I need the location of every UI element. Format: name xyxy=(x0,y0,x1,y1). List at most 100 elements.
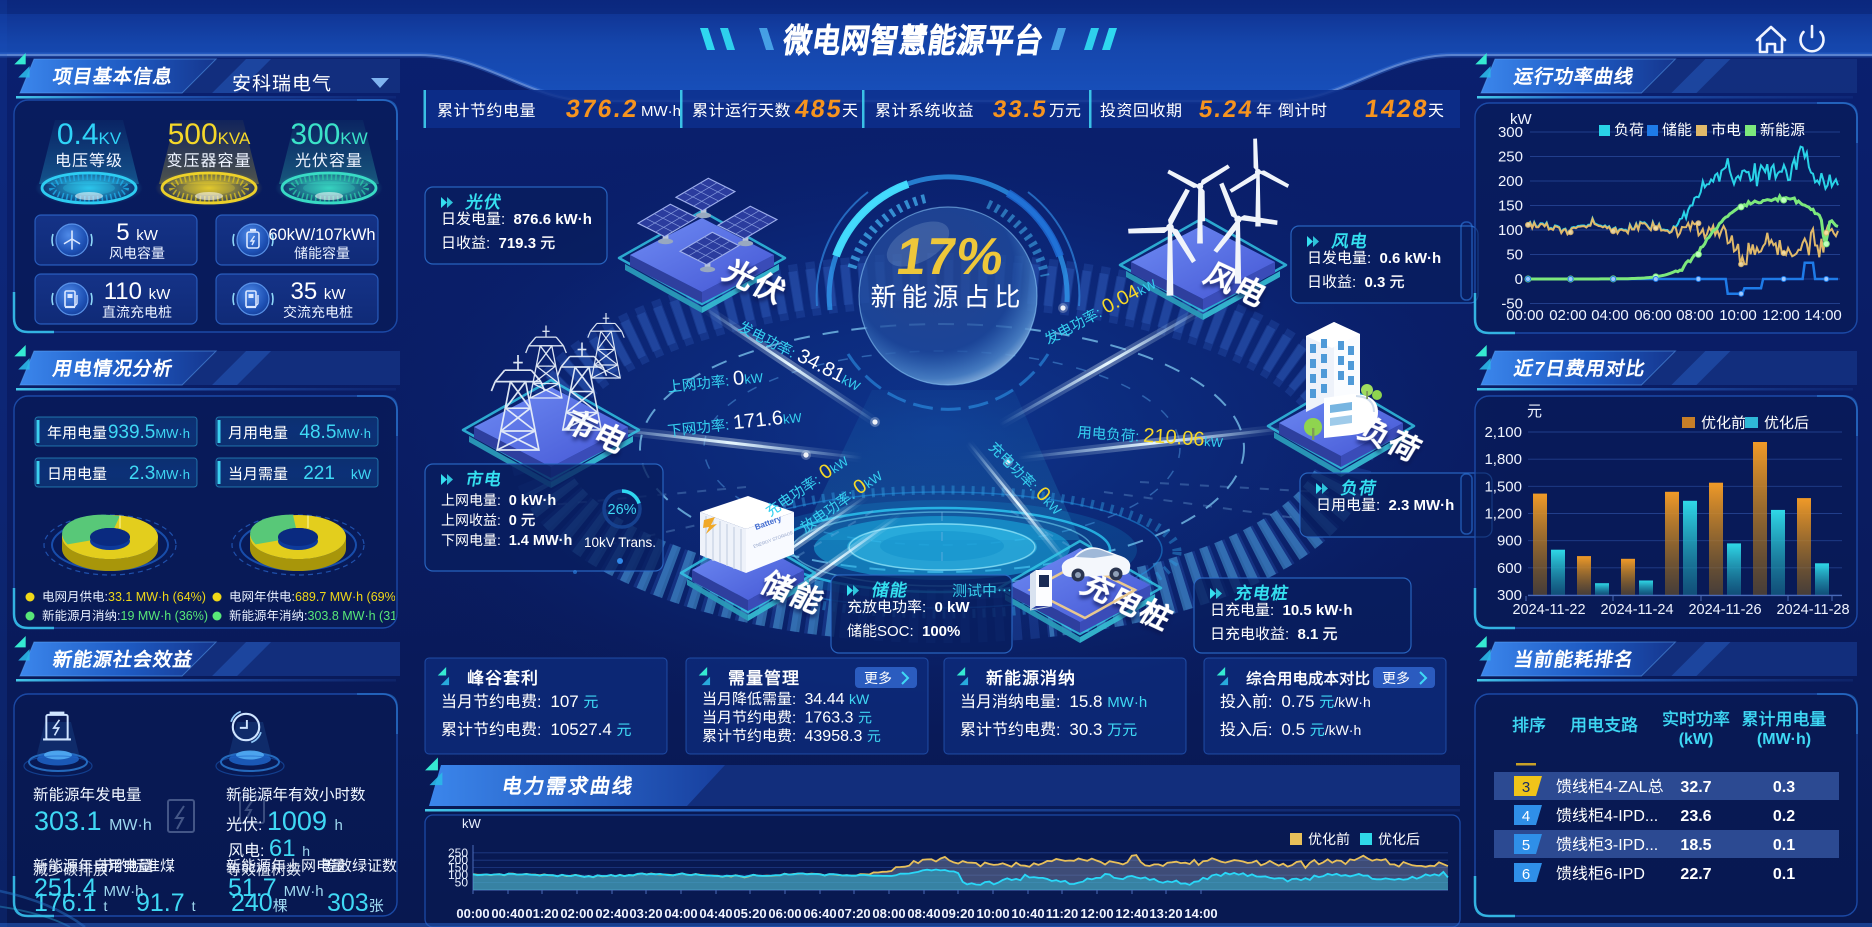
svg-text:MW·h: MW·h xyxy=(1107,694,1147,711)
svg-text:5: 5 xyxy=(116,219,129,246)
svg-text:3: 3 xyxy=(1522,779,1530,796)
svg-text:2024-11-26: 2024-11-26 xyxy=(1688,602,1761,618)
svg-text:1428: 1428 xyxy=(1363,95,1431,123)
svg-text:02:00: 02:00 xyxy=(1549,307,1587,324)
svg-text:60kW/107kWh: 60kW/107kWh xyxy=(268,226,375,244)
svg-text:2024-11-24: 2024-11-24 xyxy=(1600,602,1673,618)
svg-text:MW·h: MW·h xyxy=(336,426,371,441)
svg-text:1009: 1009 xyxy=(267,806,327,836)
svg-text:MW·h: MW·h xyxy=(104,883,144,900)
svg-text:10kV Trans.: 10kV Trans. xyxy=(584,535,656,550)
svg-text:6: 6 xyxy=(1522,866,1530,883)
svg-text:376.2: 376.2 xyxy=(564,95,640,123)
svg-text:200: 200 xyxy=(1498,173,1523,190)
svg-text:MW·h: MW·h xyxy=(109,817,152,834)
svg-text:18.5: 18.5 xyxy=(1680,837,1711,854)
svg-text:50: 50 xyxy=(455,876,469,890)
svg-text:08:00: 08:00 xyxy=(1676,307,1714,324)
svg-text:300: 300 xyxy=(1497,587,1522,604)
svg-text::: : xyxy=(1270,602,1274,619)
svg-text:5.24: 5.24 xyxy=(1197,96,1255,123)
svg-text:04:00: 04:00 xyxy=(1591,307,1629,324)
svg-text::: : xyxy=(1056,694,1060,711)
svg-text:kW: kW xyxy=(849,691,870,707)
svg-text:30.3: 30.3 xyxy=(1069,720,1102,739)
svg-text:-50: -50 xyxy=(1501,296,1523,313)
svg-text:0 kW·h: 0 kW·h xyxy=(509,493,557,509)
svg-text:250: 250 xyxy=(1498,149,1523,166)
svg-text:(kW): (kW) xyxy=(1679,731,1714,748)
svg-text::: : xyxy=(497,532,501,548)
svg-text:10:00: 10:00 xyxy=(976,906,1009,921)
svg-text:06:00: 06:00 xyxy=(768,906,801,921)
svg-text:12:00: 12:00 xyxy=(1080,906,1113,921)
svg-text:4-IPD...: 4-IPD... xyxy=(1604,808,1658,825)
svg-text:0.1: 0.1 xyxy=(1773,837,1795,854)
svg-text:5: 5 xyxy=(1522,837,1530,854)
svg-text:719.3: 719.3 xyxy=(499,235,537,252)
svg-text:KVA: KVA xyxy=(218,129,251,148)
svg-text::: : xyxy=(1268,722,1272,739)
svg-text:0.3: 0.3 xyxy=(1773,779,1795,796)
svg-text:500: 500 xyxy=(168,118,218,151)
svg-text::: : xyxy=(1376,497,1380,514)
svg-text::: : xyxy=(486,235,490,252)
svg-text:300: 300 xyxy=(290,118,340,151)
svg-text:22.7: 22.7 xyxy=(1680,866,1711,883)
svg-text:13:20: 13:20 xyxy=(1149,906,1182,921)
svg-text:240: 240 xyxy=(231,889,273,917)
svg-text:1,800: 1,800 xyxy=(1484,451,1522,468)
svg-text:02:00: 02:00 xyxy=(560,906,593,921)
svg-text::: : xyxy=(117,609,120,623)
svg-text::: : xyxy=(292,590,295,604)
svg-text::: : xyxy=(1352,274,1356,291)
svg-text:kW: kW xyxy=(744,370,765,387)
svg-text:04:00: 04:00 xyxy=(664,906,697,921)
svg-text:03:20: 03:20 xyxy=(629,906,662,921)
svg-text:2.3 MW·h: 2.3 MW·h xyxy=(1389,497,1455,514)
svg-text:1,200: 1,200 xyxy=(1484,506,1522,523)
svg-text:(MW·h): (MW·h) xyxy=(1757,731,1811,748)
svg-text:0.75: 0.75 xyxy=(1281,692,1314,711)
svg-text:06:00: 06:00 xyxy=(1634,307,1672,324)
svg-text:17%: 17% xyxy=(893,228,1008,286)
svg-text:00:40: 00:40 xyxy=(491,906,524,921)
svg-text:0: 0 xyxy=(732,367,745,390)
svg-text:50: 50 xyxy=(1506,247,1523,264)
svg-text:485: 485 xyxy=(793,95,845,123)
svg-text::: : xyxy=(922,599,926,616)
svg-text:/kW·h: /kW·h xyxy=(1334,694,1371,710)
svg-text:14:00: 14:00 xyxy=(1184,906,1217,921)
svg-text:2.3: 2.3 xyxy=(129,463,155,484)
svg-text:t: t xyxy=(192,898,196,914)
svg-text:1,500: 1,500 xyxy=(1484,478,1522,495)
svg-text:0.6 kW·h: 0.6 kW·h xyxy=(1380,250,1442,267)
svg-text::: : xyxy=(537,722,541,739)
svg-text::: : xyxy=(792,691,796,708)
svg-text:210.06: 210.06 xyxy=(1143,425,1206,451)
svg-text:3-IPD...: 3-IPD... xyxy=(1604,837,1658,854)
svg-text:100: 100 xyxy=(1498,222,1523,239)
svg-text:0 kW: 0 kW xyxy=(935,599,971,616)
svg-text:t: t xyxy=(104,898,108,914)
svg-text:35: 35 xyxy=(291,278,318,305)
svg-text:303.8 MW·h (31%: 303.8 MW·h (31% xyxy=(308,609,409,623)
svg-text:KV: KV xyxy=(99,129,122,148)
svg-text:2,100: 2,100 xyxy=(1484,424,1522,441)
svg-text::: : xyxy=(497,492,501,508)
svg-text:200: 200 xyxy=(448,853,468,867)
svg-text:09:20: 09:20 xyxy=(941,906,974,921)
svg-text:150: 150 xyxy=(448,861,468,875)
svg-text:43958.3: 43958.3 xyxy=(805,728,863,745)
svg-text:12:00: 12:00 xyxy=(1762,307,1800,324)
svg-text:689.7 MW·h (69%): 689.7 MW·h (69%) xyxy=(295,590,400,604)
svg-text:48.5: 48.5 xyxy=(299,422,336,443)
svg-text:303: 303 xyxy=(327,889,369,917)
svg-text:MW·h: MW·h xyxy=(284,883,324,900)
svg-text:0: 0 xyxy=(509,513,517,529)
svg-text:h: h xyxy=(335,817,343,834)
svg-text:08:00: 08:00 xyxy=(872,906,905,921)
svg-text:171.6: 171.6 xyxy=(732,407,784,434)
svg-text:kW: kW xyxy=(324,286,347,303)
svg-text::: : xyxy=(787,346,798,362)
